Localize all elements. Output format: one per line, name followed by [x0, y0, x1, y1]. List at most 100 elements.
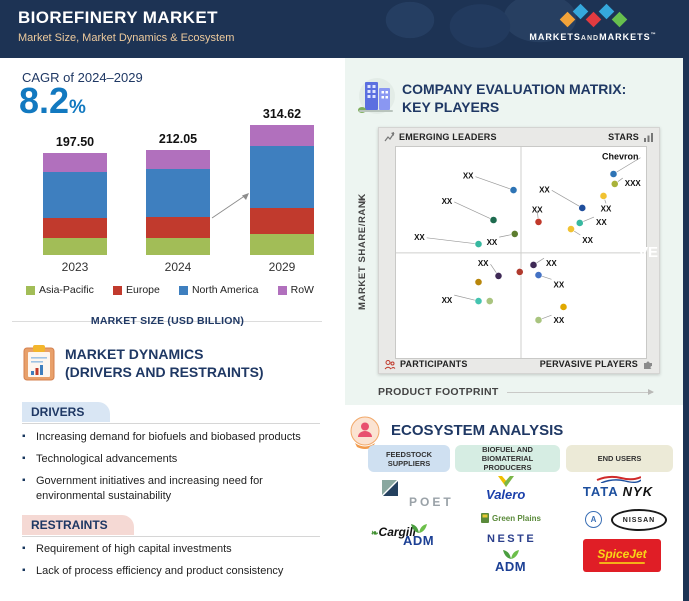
spicejet-logo: SpiceJet: [583, 539, 661, 572]
legend-swatch: [112, 285, 122, 295]
matrix-data-point: [599, 192, 608, 200]
adm-logo: ADM: [403, 523, 434, 547]
legend-swatch: [26, 285, 35, 295]
company-label-placeholder: XX: [546, 259, 557, 268]
logo-text-and: AND: [580, 35, 600, 42]
x-axis-line: [12, 321, 322, 322]
matrix-data-point: [510, 230, 519, 238]
bar-total-label: 314.62: [262, 107, 302, 121]
matrix-top-strip: EMERGING LEADERS STARS: [379, 128, 659, 146]
neste-logo: NESTE: [487, 533, 537, 545]
logo-diamond: [598, 3, 614, 20]
logo-tm: ™: [650, 32, 657, 38]
cagr-value: 8.2%: [19, 80, 86, 121]
legend-item-asia-pacific: Asia-Pacific: [26, 284, 94, 296]
category-label: 2029: [268, 260, 296, 274]
restraint-item: Requirement of high capital investments: [22, 542, 324, 557]
green-plains-icon: [481, 513, 489, 523]
matrix-data-point: [494, 272, 503, 280]
bar-segment-asia-pacific: [250, 234, 314, 255]
bar-total-label: 212.05: [158, 131, 198, 146]
quadrant-label-stars: STARS: [608, 132, 639, 142]
matrix-data-point: [534, 271, 543, 279]
ecosystem-panel: ECOSYSTEM ANALYSIS FEEDSTOCK SUPPLIERS B…: [345, 405, 683, 601]
bar-segment-europe: [250, 207, 314, 235]
bar-segment-row: [146, 149, 210, 169]
matrix-data-point: [609, 170, 618, 178]
y-axis-arrow: [358, 196, 366, 202]
logo-text-markets1: MARKETS: [529, 32, 581, 42]
participants-people-icon: [384, 359, 396, 369]
bar-total-label: 197.50: [55, 135, 95, 150]
growth-chart-icon: [384, 132, 395, 142]
restraints-section-bar: RESTRAINTS: [22, 515, 320, 537]
valero-logo: Valero: [486, 475, 525, 501]
bar-2024: 212.05: [146, 124, 210, 255]
bar-segment-europe: [43, 218, 107, 239]
bar-segment-row: [43, 153, 107, 173]
matrix-data-point: [509, 186, 518, 194]
buildings-icon: [358, 78, 395, 114]
adm-leaf-icon: [410, 524, 427, 533]
column-header-feedstock-suppliers: FEEDSTOCK SUPPLIERS: [368, 445, 450, 472]
nissan-logo: NISSAN: [611, 509, 667, 531]
matrix-data-point: [489, 216, 498, 224]
adm-logo-2: ADM: [495, 549, 526, 573]
matrix-title: COMPANY EVALUATION MATRIX: KEY PLAYERS: [402, 81, 627, 116]
matrix-data-point: [474, 240, 483, 248]
bar-segment-north-america: [250, 145, 314, 208]
logo-diamond: [585, 11, 601, 28]
marketsandmarkets-logo: MARKETSANDMARKETS™: [513, 3, 673, 42]
cargill-logo: ❧Cargill: [371, 525, 416, 539]
header: BIOREFINERY MARKET Market Size, Market D…: [0, 0, 689, 58]
category-label: 2024: [164, 260, 192, 274]
watermark-fragment: VE: [638, 244, 659, 261]
company-label-placeholder: XX: [554, 316, 565, 325]
market-size-chart: 197.50 212.05 314.62: [0, 107, 335, 322]
company-label-placeholder: XX: [414, 233, 425, 242]
bar-2029: 314.62: [250, 107, 314, 255]
right-edge-strip: [683, 0, 689, 601]
company-label-placeholder: XX: [601, 204, 612, 213]
header-cityscape-art: [330, 0, 590, 58]
driver-item: Government initiatives and increasing ne…: [22, 474, 324, 504]
company-label-placeholder: XX: [539, 185, 550, 194]
column-header-biofuel-producers: BIOFUEL AND BIOMATERIAL PRODUCERS: [455, 445, 560, 472]
logo-diamond: [611, 11, 627, 28]
page-title: BIOREFINERY MARKET: [18, 8, 218, 27]
legend-label: North America: [191, 284, 259, 296]
x-axis-arrow-line: [507, 389, 654, 395]
company-label-placeholder: XX: [532, 205, 543, 214]
logo-diamond: [559, 11, 575, 28]
company-label-placeholder: XX: [487, 238, 498, 247]
matrix-data-point: [474, 297, 483, 305]
bar-segment-europe: [146, 216, 210, 238]
company-label-placeholder: XX: [596, 218, 607, 227]
bar-segment-row: [250, 125, 314, 146]
legend-swatch: [277, 285, 287, 295]
matrix-data-point: [559, 303, 568, 311]
bar-2023: 197.50: [43, 124, 107, 255]
logo-text-markets2: MARKETS: [599, 32, 651, 42]
category-label: 2023: [61, 260, 89, 274]
company-label-placeholder: XX: [442, 197, 453, 206]
company-evaluation-panel: COMPANY EVALUATION MATRIX: KEY PLAYERS E…: [345, 58, 683, 405]
logo-diamond: [572, 3, 588, 20]
company-label-placeholder: XX: [554, 280, 565, 289]
y-axis-label: MARKET SHARE/RANK: [357, 193, 368, 310]
driver-item: Increasing demand for biofuels and bioba…: [22, 430, 324, 445]
matrix-data-point: [474, 278, 483, 286]
evaluation-matrix: EMERGING LEADERS STARS XX XX XX XX Chevron XX…: [378, 127, 660, 374]
matrix-data-point: [578, 204, 587, 212]
matrix-data-point: [529, 261, 538, 269]
ecosystem-title: ECOSYSTEM ANALYSIS: [391, 422, 564, 439]
market-size-panel: CAGR of 2024–2029 8.2% 197.50 212.05 314.6…: [0, 58, 335, 601]
company-label-placeholder: XXX: [625, 179, 642, 188]
legend-label: Europe: [125, 284, 160, 296]
x-axis-label: PRODUCT FOOTPRINT: [378, 386, 499, 398]
legend-swatch: [178, 285, 188, 295]
cargill-leaf-icon: ❧: [371, 528, 379, 538]
drivers-section-bar: DRIVERS: [22, 402, 320, 424]
cagr-label: CAGR of 2024–2029: [22, 70, 143, 85]
